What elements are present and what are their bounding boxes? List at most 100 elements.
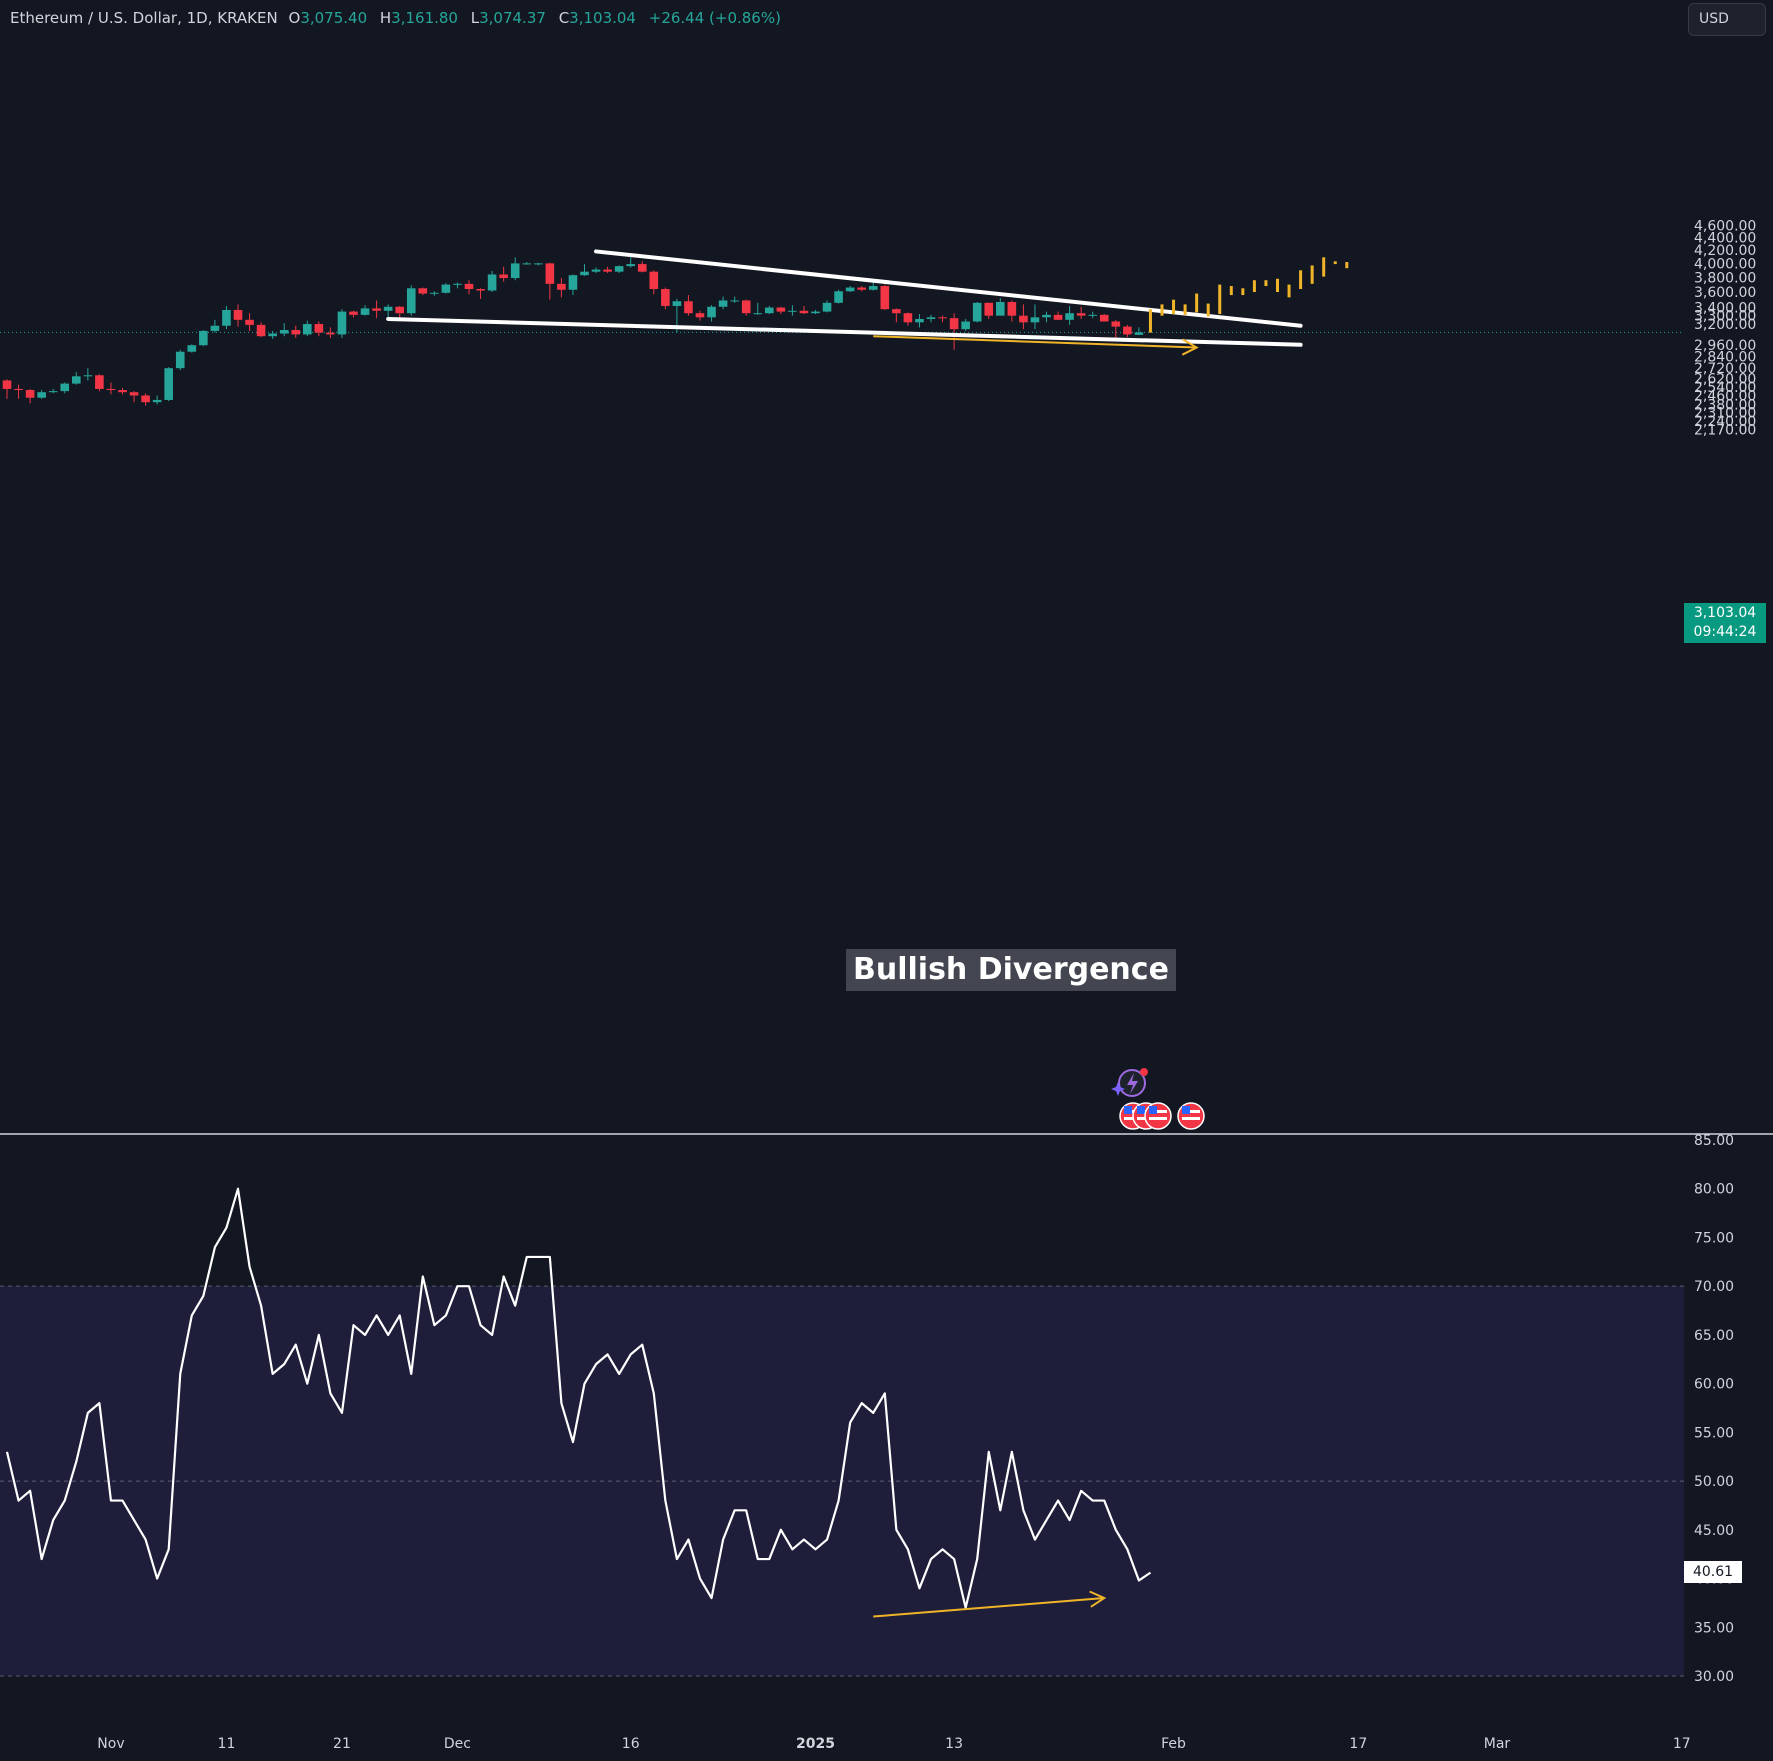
candle-body-66 [765,307,774,314]
time-tick-label: 13 [945,1736,963,1752]
candle-body-98 [1134,332,1144,335]
rsi-tick-label: 75.00 [1694,1230,1734,1246]
change-value: +26.44 (+0.86%) [648,9,781,27]
candle-body-73 [845,287,855,292]
price-pane[interactable] [2,256,1144,406]
time-tick-label: Mar [1484,1736,1511,1752]
candle-body-38 [441,284,451,293]
candle-body-51 [591,269,601,272]
candle-body-41 [476,289,485,291]
candle-body-35 [406,288,416,314]
price-tick-label: 2,540.00 [1694,380,1756,396]
candle-body-3 [37,392,46,398]
wedge-trendline-1 [386,316,1303,347]
rsi-tick-label: 80.00 [1694,1182,1734,1198]
candle-body-30 [349,311,358,315]
candle-body-15 [175,351,185,369]
candle-body-47 [545,263,555,284]
candle-body-64 [741,300,751,314]
time-tick-label: 17 [1673,1736,1691,1752]
trendline-layer[interactable] [386,249,1303,356]
price-tick-label: 2,840.00 [1694,349,1756,365]
candle-body-23 [268,333,277,337]
bullish-divergence-label[interactable]: Bullish Divergence [846,949,1176,991]
candle-body-4 [48,391,58,393]
rsi-tick-label: 30.00 [1694,1669,1734,1685]
time-tick-label: 21 [333,1736,351,1752]
rsi-line [5,1187,1152,1609]
projection-layer [1148,257,1349,333]
candle-body-75 [868,286,878,290]
candle-body-82 [949,318,959,330]
candle-body-24 [279,330,289,334]
rsi-tick-label: 70.00 [1694,1279,1734,1295]
rsi-pane[interactable] [5,1187,1152,1618]
rsi-tick-label: 60.00 [1694,1377,1734,1393]
candle-body-36 [418,288,428,294]
candle-body-87 [1007,302,1017,316]
candle-body-69 [799,310,809,314]
rsi-divergence-arrowhead [1089,1590,1107,1608]
candle-body-60 [695,313,705,318]
candle-body-37 [430,292,439,294]
candle-body-53 [614,266,624,272]
candle-body-52 [603,269,612,272]
price-tick-label: 3,600.00 [1694,285,1756,301]
candle-body-10 [118,390,127,393]
price-tick-label: 2,380.00 [1694,397,1756,413]
candle-body-89 [1030,317,1040,323]
price-tick-label: 2,310.00 [1694,406,1756,422]
candle-body-54 [626,264,635,267]
candle-body-72 [834,291,843,303]
rsi-tick-label: 35.00 [1694,1620,1734,1636]
us-flag-event-icon [1177,1102,1205,1130]
candle-body-20 [233,309,243,320]
price-tick-label: 2,240.00 [1694,414,1756,430]
candle-body-2 [25,390,35,398]
candle-body-26 [303,324,312,335]
candle-body-13 [152,399,162,403]
last-price-value: 3,103.04 [1693,605,1757,621]
event-icons[interactable] [1111,1068,1205,1130]
symbol-header: Ethereum / U.S. Dollar, 1D, KRAKEN O3,07… [10,9,781,27]
candle-body-19 [222,309,231,326]
candle-body-78 [903,313,913,323]
candle-body-63 [730,300,739,302]
candle-body-40 [464,283,474,290]
time-tick-label: Nov [97,1736,124,1752]
candle-body-28 [326,332,335,335]
last-price-badge: 3,103.04 09:44:24 [1684,603,1766,643]
price-tick-label: 3,800.00 [1694,270,1756,286]
candle-body-18 [210,325,220,331]
symbol-title[interactable]: Ethereum / U.S. Dollar, 1D, KRAKEN [10,9,278,27]
candle-body-29 [337,311,347,335]
candle-body-9 [106,388,116,391]
candle-body-42 [487,274,497,291]
rsi-value-badge: 40.61 [1684,1561,1742,1583]
price-tick-label: 4,400.00 [1694,231,1756,247]
candle-body-31 [360,308,370,315]
candle-body-80 [926,317,936,319]
currency-selector[interactable]: USD [1688,3,1766,36]
price-tick-label: 3,400.00 [1694,301,1756,317]
candle-body-11 [129,392,139,396]
candle-body-21 [245,319,254,325]
rsi-tick-label: 65.00 [1694,1328,1734,1344]
candle-body-48 [557,283,566,290]
news-flash-icon [1111,1068,1148,1097]
candle-body-27 [314,324,324,333]
candle-body-45 [522,263,532,265]
candle-body-86 [996,302,1005,316]
candle-body-55 [637,264,647,272]
price-tick-label: 2,460.00 [1694,388,1756,404]
candle-body-22 [256,324,266,337]
price-tick-label: 2,960.00 [1694,338,1756,354]
time-tick-label: 16 [622,1736,640,1752]
candle-body-71 [822,302,832,312]
rsi-tick-label: 85.00 [1694,1133,1734,1149]
candle-body-96 [1111,321,1121,327]
time-tick-label: 17 [1349,1736,1367,1752]
candle-body-62 [718,300,728,307]
time-tick-label: 2025 [796,1736,835,1752]
